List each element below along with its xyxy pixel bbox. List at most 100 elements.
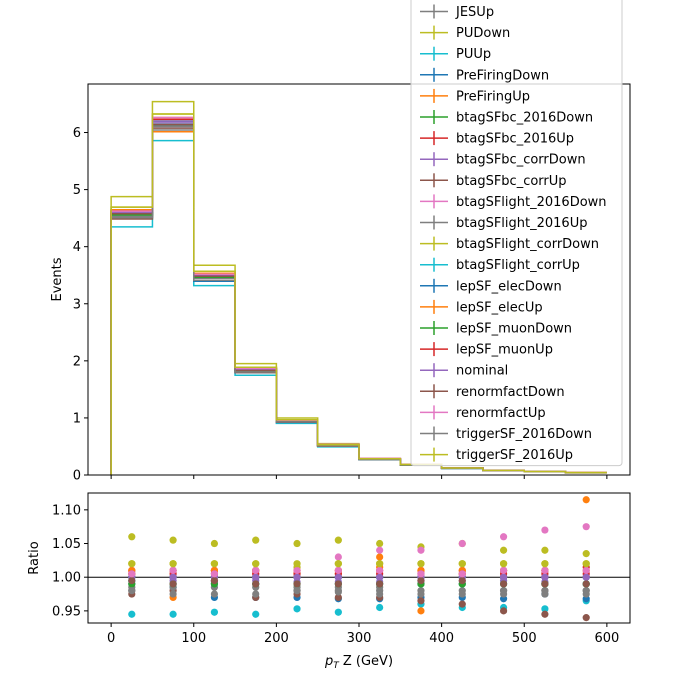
ratio-point-PUUp [334,608,342,616]
legend-label-btagSFbc_2016Up: btagSFbc_2016Up [456,132,574,147]
ratio-point-triggerSF_2016Down [334,588,342,596]
main-y-tick-label: 4 [73,240,81,255]
legend-label-JESUp: JESUp [455,5,494,20]
ratio-point-renormfactUp [293,566,301,575]
main-y-tick-label: 6 [73,126,81,141]
ratio-x-tick-label: 500 [512,631,537,646]
hist-series-triggerSF_2016Up [110,113,607,475]
legend-label-lepSF_elecUp: lepSF_elecUp [456,300,543,315]
ratio-point-triggerSF_2016Up [293,560,301,568]
ratio-point-PUDown [499,546,508,554]
legend-label-btagSFlight_corrDown: btagSFlight_corrDown [456,237,599,252]
ratio-point-triggerSF_2016Down [541,590,549,598]
legend-label-PUDown: PUDown [456,26,510,41]
ratio-point-triggerSF_2016Down [458,590,466,598]
ratio-point-PreFiringUp [376,553,384,561]
ratio-point-triggerSF_2016Up [252,560,260,568]
legend-label-PreFiringUp: PreFiringUp [456,89,530,104]
ratio-point-PUDown [293,539,301,548]
ratio-point-triggerSF_2016Up [169,560,177,568]
ratio-point-PUDown [376,539,384,548]
ratio-point-PUUp [169,610,177,618]
ratio-point-renormfactDown [376,580,384,588]
ratio-point-triggerSF_2016Down [210,590,219,598]
ratio-point-renormfactUp [169,566,177,575]
ratio-point-btagSFlight_2016Down [417,546,425,554]
ratio-point-renormfactDown [499,580,508,588]
ratio-point-PUUp [252,610,260,618]
ratio-point-nominal [541,573,549,581]
ratio-point-PUDown [210,539,219,548]
ratio-point-triggerSF_2016Down [417,590,425,598]
main-y-tick-label: 2 [73,354,81,369]
main-y-tick-label: 0 [73,469,81,484]
ratio-point-PreFiringUp [417,607,425,615]
ratio-point-nominal [169,573,177,581]
legend-label-lepSF_muonDown: lepSF_muonDown [456,322,572,337]
legend-label-btagSFbc_corrDown: btagSFbc_corrDown [456,153,586,168]
ratio-y-axis-label: Ratio [27,541,42,574]
ratio-point-btagSFbc_corrUp [458,600,466,608]
ratio-point-PreFiringUp [582,496,590,504]
ratio-x-tick-label: 300 [347,631,372,646]
ratio-point-PUUp [293,605,301,613]
ratio-point-triggerSF_2016Up [128,560,136,568]
ratio-point-PUDown [252,536,260,544]
ratio-point-btagSFlight_2016Down [541,526,549,534]
ratio-y-tick-label: 1.05 [52,537,81,552]
ratio-point-triggerSF_2016Down [128,587,136,595]
legend-label-btagSFlight_2016Down: btagSFlight_2016Down [456,195,607,210]
ratio-point-nominal [582,573,590,581]
ratio-point-btagSFlight_2016Down [458,539,466,548]
ratio-point-triggerSF_2016Up [334,560,342,568]
legend-label-btagSFbc_corrUp: btagSFbc_corrUp [456,174,567,189]
ratio-point-nominal [293,573,301,581]
legend-label-triggerSF_2016Up: triggerSF_2016Up [456,448,573,463]
ratio-point-renormfactUp [582,566,590,575]
main-y-axis-label: Events [50,257,65,301]
ratio-point-renormfactUp [252,566,260,575]
legend: JESUp PUDown PUUp PreFiringDown PreFiringUp b… [410,0,623,467]
x-axis-label: pT Z (GeV) [324,654,393,671]
ratio-point-triggerSF_2016Up [210,560,219,568]
ratio-point-triggerSF_2016Up [417,560,425,568]
ratio-point-btagSFlight_2016Down [376,546,384,554]
ratio-point-PUDown [334,536,342,544]
ratio-point-renormfactDown [541,580,549,588]
ratio-point-renormfactUp [541,566,549,575]
legend-label-btagSFlight_corrUp: btagSFlight_corrUp [456,258,580,273]
ratio-point-triggerSF_2016Up [582,560,590,568]
ratio-point-renormfactUp [376,566,384,575]
ratio-point-renormfactUp [210,570,219,578]
ratio-point-triggerSF_2016Down [252,590,260,598]
ratio-point-PUDown [541,546,549,554]
ratio-point-renormfactDown [128,576,136,585]
ratio-point-renormfactDown [210,576,219,585]
ratio-point-renormfactUp [417,570,425,578]
ratio-point-btagSFlight_2016Down [499,533,508,541]
ratio-point-btagSFlight_2016Down [582,523,590,531]
ratio-panel: 0 100 200 300 400 500 600 0.95 1.00 1.05 1.10 Ratio… [27,492,631,671]
ratio-x-tick-label: 200 [264,631,289,646]
ratio-point-triggerSF_2016Up [541,560,549,568]
ratio-point-triggerSF_2016Up [458,560,466,568]
ratio-point-triggerSF_2016Down [293,587,301,595]
ratio-point-PUUp [541,605,549,613]
legend-box [410,0,623,467]
main-y-tick-label: 1 [73,411,81,426]
ratio-point-renormfactDown [582,580,590,588]
ratio-point-renormfactDown [293,580,301,588]
ratio-point-renormfactUp [458,570,466,578]
ratio-point-renormfactDown [458,576,466,585]
ratio-point-triggerSF_2016Down [499,590,508,598]
ratio-x-tick-label: 400 [429,631,454,646]
legend-label-renormfactDown: renormfactDown [456,385,565,400]
legend-label-lepSF_elecDown: lepSF_elecDown [456,279,562,294]
ratio-y-tick-label: 1.00 [52,571,81,586]
ratio-y-tick-label: 0.95 [52,604,81,619]
ratio-x-tick-label: 600 [594,631,619,646]
legend-label-PUUp: PUUp [456,47,491,62]
legend-label-btagSFlight_2016Up: btagSFlight_2016Up [456,216,587,231]
legend-label-btagSFbc_2016Down: btagSFbc_2016Down [456,111,593,126]
